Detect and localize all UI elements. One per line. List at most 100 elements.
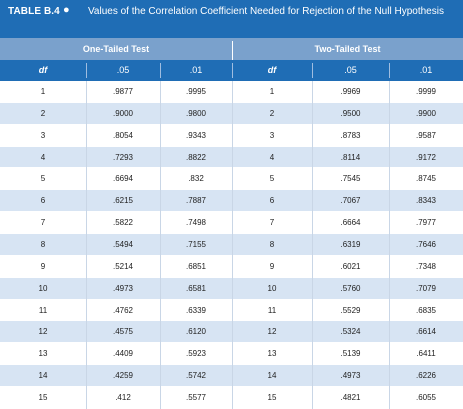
cell-df-one: 1 — [40, 87, 46, 96]
cell-p01-one: .6339 — [185, 305, 207, 315]
cell-p01-one: .9343 — [185, 130, 207, 140]
col-divider — [160, 63, 161, 78]
cell-df-two: 15 — [267, 393, 277, 403]
cell-p05-two: .4821 — [340, 393, 361, 403]
cell-p05-two: .6021 — [340, 261, 361, 271]
cell-df-two: 9 — [269, 261, 275, 271]
cell-p01-two: .7079 — [415, 283, 437, 293]
cell-p05-one: .9000 — [112, 108, 134, 118]
col-divider — [312, 63, 313, 78]
bullet-icon: ● — [63, 4, 70, 16]
cell-p05-one: .7293 — [112, 152, 134, 162]
cell-p01-two: .9900 — [415, 108, 437, 118]
cell-p05-two: .8114 — [340, 152, 361, 162]
table-row: 5 .6694 .832 5 .7545 .8745 — [0, 168, 463, 191]
cell-df-two: 7 — [269, 218, 275, 228]
cell-df-one: 2 — [40, 108, 46, 118]
cell-df-one: 10 — [38, 283, 48, 293]
table-label: TABLE B.4 — [8, 6, 60, 17]
group-one-tailed: One-Tailed Test — [82, 44, 150, 54]
group-divider — [232, 41, 233, 60]
cell-df-one: 4 — [40, 152, 46, 162]
cell-df-one: 8 — [40, 240, 46, 250]
col-divider — [232, 63, 233, 78]
cell-p05-one: .5214 — [112, 261, 134, 271]
cell-p05-one: .412 — [115, 393, 131, 403]
table-title: Values of the Correlation Coefficient Ne… — [88, 6, 444, 17]
cell-p05-two: .5529 — [340, 305, 361, 315]
cell-df-one: 15 — [38, 393, 48, 403]
cell-p05-two: .5324 — [340, 327, 361, 337]
table-row: 1 .9877 .9995 1 .9969 .9999 — [0, 81, 463, 103]
cell-p01-two: .9999 — [415, 87, 437, 96]
cell-df-two: 14 — [267, 371, 277, 381]
cell-p01-one: .5577 — [185, 393, 207, 403]
cell-df-two: 13 — [267, 349, 277, 359]
cell-p01-two: .6411 — [416, 349, 436, 359]
cell-p05-one: .4973 — [112, 283, 134, 293]
cell-df-one: 5 — [40, 174, 46, 184]
column-rule — [312, 81, 313, 409]
table-row: 2 .9000 .9800 2 .9500 .9900 — [0, 102, 463, 125]
cell-p05-two: .9969 — [340, 87, 361, 96]
cell-df-one: 3 — [40, 130, 46, 140]
cell-p05-one: .5822 — [112, 218, 134, 228]
cell-df-one: 11 — [38, 305, 48, 315]
cell-p05-two: .7067 — [340, 196, 361, 206]
table-body: 1 .9877 .9995 1 .9969 .9999 2 .9000 .9800 2 .9500.… — [0, 81, 463, 409]
cell-p05-two: .8783 — [340, 130, 361, 140]
cell-p01-two: .9172 — [415, 152, 437, 162]
cell-p01-one: .6581 — [185, 283, 207, 293]
cell-df-two: 5 — [269, 174, 275, 184]
cell-df-two: 8 — [269, 240, 275, 250]
cell-p01-two: .6835 — [415, 305, 437, 315]
table-row: 9 .5214 .6851 9 .6021 .7348 — [0, 255, 463, 278]
table-row: 10 .4973 .6581 10 .5760 .7079 — [0, 277, 463, 300]
cell-p05-one: .9877 — [112, 87, 134, 96]
cell-df-two: 4 — [269, 152, 275, 162]
cell-df-one: 6 — [40, 196, 46, 206]
cell-p05-two: .5139 — [340, 349, 361, 359]
cell-df-one: 12 — [38, 327, 48, 337]
cell-p01-one: .8822 — [185, 152, 207, 162]
column-rule — [389, 81, 390, 409]
cell-p01-one: .7498 — [185, 218, 207, 228]
cell-p01-one: .5923 — [185, 349, 207, 359]
cell-p05-one: .4259 — [112, 371, 134, 381]
cell-p05-one: .4409 — [112, 349, 134, 359]
column-rule — [232, 81, 233, 409]
cell-p05-two: .9500 — [340, 108, 361, 118]
cell-df-two: 10 — [267, 283, 277, 293]
column-header-row: df .05 .01 df .05 .01 — [0, 60, 463, 81]
cell-df-two: 2 — [269, 108, 275, 118]
cell-p01-two: .6614 — [415, 327, 437, 337]
cell-p01-one: .7155 — [185, 240, 207, 250]
cell-p01-two: .8745 — [415, 174, 437, 184]
cell-df-two: 3 — [269, 130, 275, 140]
cell-p01-two: .9587 — [415, 130, 437, 140]
cell-df-two: 1 — [269, 87, 275, 96]
cell-df-two: 6 — [269, 196, 275, 206]
cell-df-one: 14 — [38, 371, 48, 381]
cell-p01-one: .9800 — [185, 108, 207, 118]
cell-p05-one: .4762 — [112, 305, 134, 315]
col-header-df-two: df — [267, 65, 277, 75]
cell-p05-two: .6319 — [340, 240, 361, 250]
cell-p05-one: .5494 — [112, 240, 134, 250]
col-divider — [389, 63, 390, 78]
cell-df-one: 13 — [38, 349, 48, 359]
column-rule — [160, 81, 161, 409]
cell-p01-one: .6120 — [185, 327, 207, 337]
table-row: 3 .8054 .9343 3 .8783 .9587 — [0, 124, 463, 147]
cell-p01-two: .8343 — [415, 196, 437, 206]
table-row: 8 .5494 .7155 8 .6319 .7646 — [0, 234, 463, 256]
cell-df-two: 12 — [267, 327, 277, 337]
cell-p05-one: .8054 — [112, 130, 134, 140]
table-row: 6 .6215 .7887 6 .7067 .8343 — [0, 190, 463, 213]
col-header-01-two: .01 — [419, 65, 433, 75]
table-row: 15 .412 .5577 15 .4821 .6055 — [0, 387, 463, 409]
cell-p01-two: .7646 — [415, 240, 437, 250]
cell-p01-one: .5742 — [185, 371, 207, 381]
cell-df-two: 11 — [267, 305, 277, 315]
cell-df-one: 9 — [40, 261, 46, 271]
